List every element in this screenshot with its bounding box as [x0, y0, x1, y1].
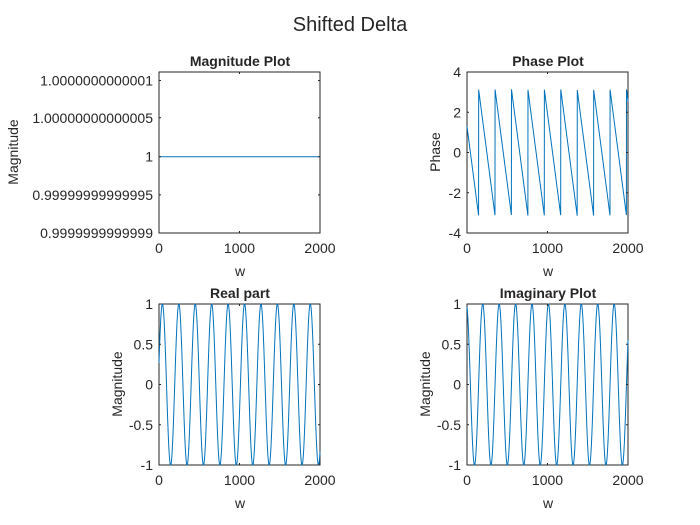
phase-ytick-label: -4 [449, 225, 462, 241]
phase-ylabel: Phase [427, 132, 443, 172]
phase-ytick-label: 2 [453, 104, 461, 120]
magnitude-xtick-label: 0 [155, 240, 163, 256]
phase-ytick-label: -2 [449, 185, 462, 201]
phase-series-line [466, 89, 629, 216]
imag-ytick-label: 0.5 [442, 336, 462, 352]
magnitude-ytick-label: 1 [145, 149, 153, 165]
real-ylabel: Magnitude [109, 351, 125, 417]
imag-xtick-label: 0 [463, 472, 471, 488]
real-title: Real part [210, 285, 270, 301]
magnitude-title: Magnitude Plot [190, 53, 291, 69]
magnitude-plot-axes: 0 1000 2000 0.9999999999999 0.99999999999995… [5, 53, 336, 279]
real-ytick-label: -0.5 [129, 417, 153, 433]
imag-ytick-label: 0 [453, 377, 461, 393]
imag-ytick-label: 1 [453, 296, 461, 312]
imag-title: Imaginary Plot [500, 285, 597, 301]
real-ytick-label: 0.5 [134, 336, 154, 352]
real-xtick-label: 1000 [224, 472, 255, 488]
real-xtick-label: 0 [155, 472, 163, 488]
magnitude-xtick-label: 2000 [304, 240, 335, 256]
phase-xtick-label: 2000 [612, 240, 643, 256]
imag-xtick-label: 1000 [532, 472, 563, 488]
imag-ytick-label: -1 [449, 457, 462, 473]
imag-ytick-label: -0.5 [437, 417, 461, 433]
magnitude-xlabel: w [234, 263, 246, 279]
magnitude-xtick-label: 1000 [224, 240, 255, 256]
magnitude-ylabel: Magnitude [5, 119, 21, 185]
real-axes-box [158, 303, 321, 466]
real-xtick-label: 2000 [304, 472, 335, 488]
magnitude-ytick-label: 1.0000000000001 [40, 72, 153, 88]
real-series-line [158, 303, 321, 466]
imag-xtick-label: 2000 [612, 472, 643, 488]
imag-ylabel: Magnitude [417, 351, 433, 417]
imaginary-plot-axes: 0 1000 2000 -1 -0.5 0 0.5 1 Imaginary Plot w Magni… [417, 285, 644, 511]
real-xlabel: w [234, 495, 246, 511]
magnitude-axes-box [158, 71, 321, 234]
phase-axes-box [466, 71, 629, 234]
figure-title: Shifted Delta [293, 14, 408, 36]
magnitude-ytick-label: 1.00000000000005 [32, 110, 153, 126]
phase-ytick-label: 0 [453, 145, 461, 161]
phase-ytick-label: 4 [453, 64, 461, 80]
imag-xlabel: w [542, 495, 554, 511]
phase-title: Phase Plot [512, 53, 584, 69]
phase-xtick-label: 1000 [532, 240, 563, 256]
imag-axes-box [466, 303, 629, 466]
real-ytick-label: 0 [145, 377, 153, 393]
real-part-plot-axes: 0 1000 2000 -1 -0.5 0 0.5 1 Real part w Magnitude [109, 285, 336, 511]
magnitude-ytick-label: 0.99999999999995 [32, 187, 153, 203]
real-ytick-label: -1 [141, 457, 154, 473]
magnitude-ytick-label: 0.9999999999999 [40, 225, 153, 241]
real-ytick-label: 1 [145, 296, 153, 312]
phase-xlabel: w [542, 263, 554, 279]
phase-xtick-label: 0 [463, 240, 471, 256]
imag-series-line [466, 303, 629, 466]
phase-plot-axes: 0 1000 2000 -4 -2 0 2 4 Phase Plot w Phase [427, 53, 644, 279]
